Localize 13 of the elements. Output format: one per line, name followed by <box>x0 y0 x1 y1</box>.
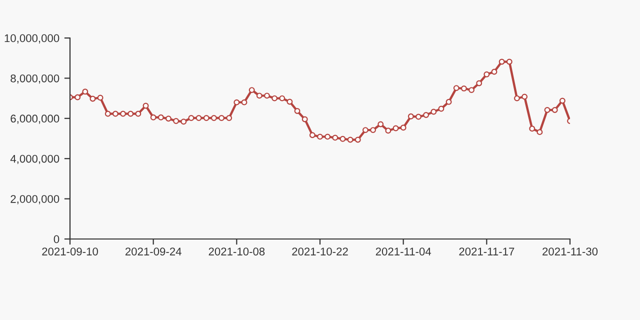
x-tick-label: 2021-10-22 <box>292 248 348 256</box>
y-tick-label: 10,000,000 <box>4 34 60 44</box>
x-tick-label: 2021-11-30 <box>542 248 598 256</box>
y-tick-label: 0 <box>54 235 60 244</box>
y-tick-label: 6,000,000 <box>10 114 60 124</box>
x-tick-label: 2021-10-08 <box>208 248 265 256</box>
y-tick-label: 2,000,000 <box>10 195 60 204</box>
x-tick-label: 2021-11-04 <box>376 248 432 256</box>
x-tick-label: 2021-11-17 <box>459 248 514 256</box>
x-tick-label: 2021-09-24 <box>125 248 182 256</box>
x-tick-label: 2021-09-10 <box>42 248 98 256</box>
y-tick-label: 8,000,000 <box>10 74 60 84</box>
y-tick-label: 4,000,000 <box>10 154 60 164</box>
